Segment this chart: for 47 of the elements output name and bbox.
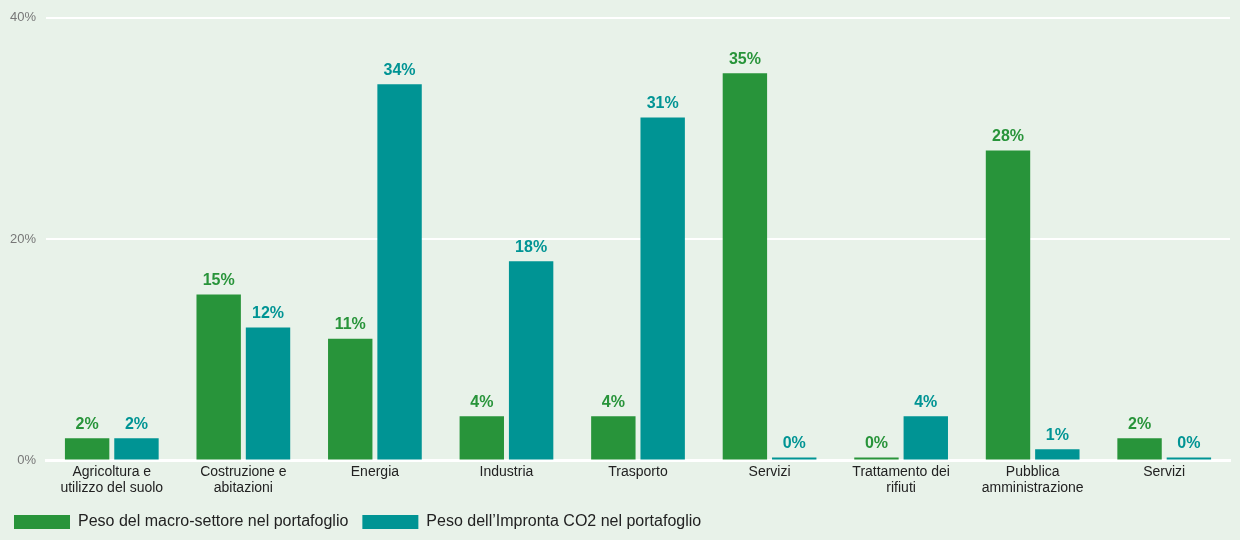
data-label: 4% [470, 392, 494, 410]
data-label: 2% [75, 414, 99, 432]
bar [114, 438, 159, 460]
bar [196, 294, 241, 460]
y-tick-label: 20% [9, 230, 37, 246]
data-label: 1% [1045, 425, 1069, 443]
bar [640, 117, 685, 460]
data-label: 34% [383, 60, 416, 78]
bar [64, 438, 110, 460]
data-label: 11% [334, 315, 366, 333]
data-label: 0% [1177, 433, 1201, 451]
bar [903, 416, 948, 460]
y-tick-label: 40% [9, 9, 37, 25]
bar [508, 261, 554, 460]
bar [245, 327, 291, 460]
data-label: 4% [914, 392, 938, 410]
bar [377, 84, 422, 460]
bar [722, 73, 768, 460]
x-tick-label: Pubblica amministrazione [981, 462, 1084, 496]
y-tick-label: 0% [17, 451, 37, 467]
x-tick-label: Trasporto [608, 462, 668, 479]
x-tick-label: Servizi [748, 462, 791, 479]
bar [328, 338, 373, 460]
data-label: 15% [202, 270, 235, 288]
bar [591, 416, 636, 460]
data-label: 35% [728, 49, 761, 67]
x-tick-label: Servizi [1143, 462, 1186, 479]
data-label: 2% [1127, 414, 1152, 432]
x-tick-label: Trattamento dei rifiuti [852, 462, 950, 496]
x-tick-label: Energia [350, 462, 400, 479]
data-label: 18% [515, 237, 548, 255]
x-tick-label: Costruzione e abitazioni [200, 462, 287, 496]
data-label: 0% [782, 433, 806, 451]
data-label: 31% [646, 93, 679, 111]
legend-label: Peso del macro-settore nel portafoglio [78, 512, 349, 530]
data-label: 28% [991, 126, 1025, 144]
data-label: 4% [601, 392, 625, 410]
data-label: 2% [124, 414, 149, 432]
data-label: 12% [252, 304, 285, 322]
x-tick-label: Industria [479, 462, 534, 479]
bar [459, 416, 504, 460]
x-tick-label: Agricoltura e utilizzo del suolo [60, 462, 164, 496]
legend-label: Peso dell’Impronta CO2 nel portafoglio [426, 512, 702, 530]
bar [1035, 449, 1080, 460]
data-label: 0% [864, 433, 889, 451]
bar [1117, 438, 1162, 460]
bar [985, 150, 1031, 460]
